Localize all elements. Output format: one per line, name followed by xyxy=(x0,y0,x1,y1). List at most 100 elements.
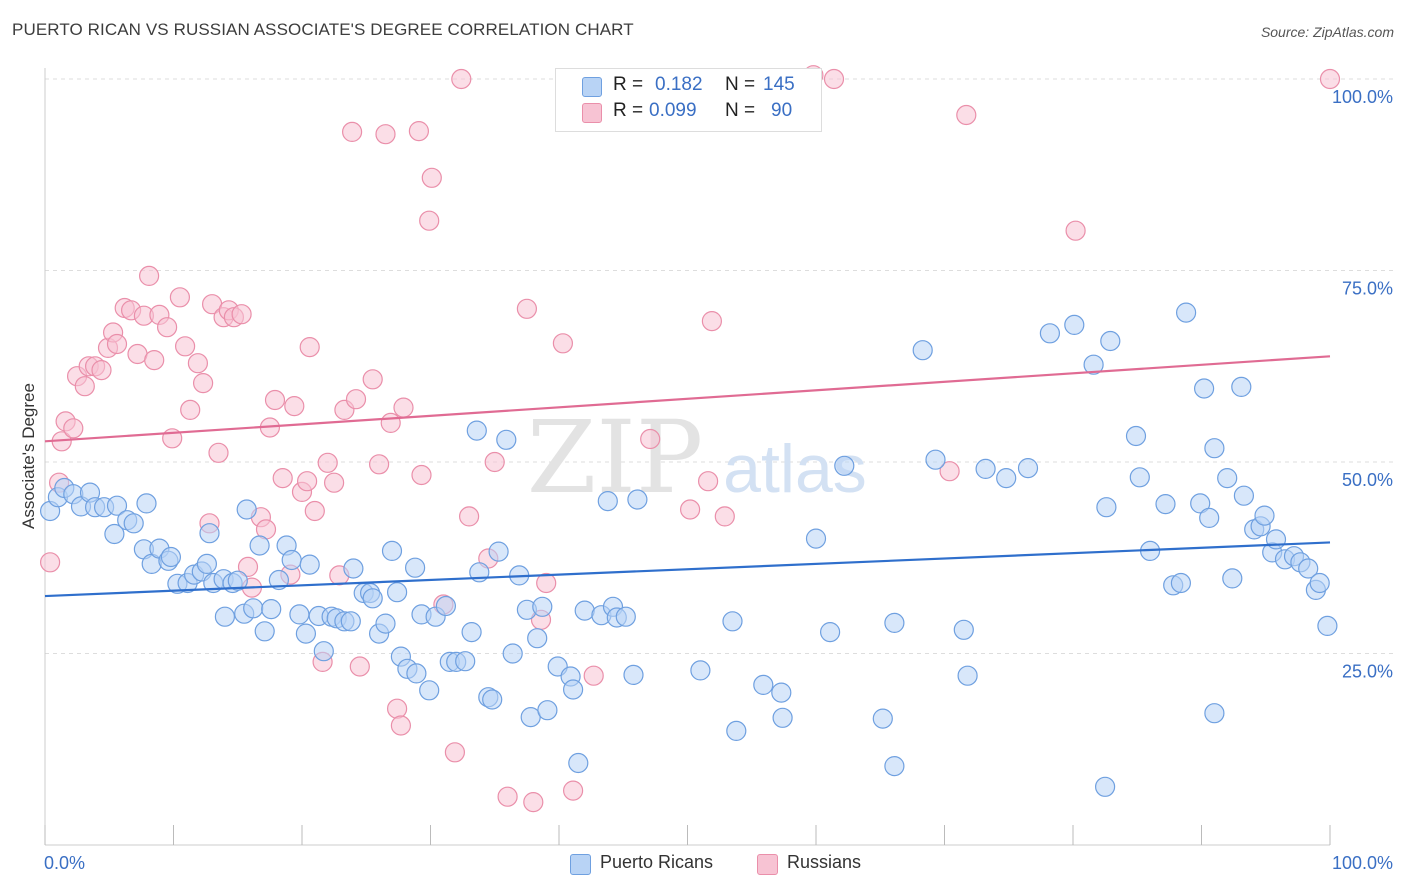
puerto-ricans-point xyxy=(236,499,257,520)
russians-point xyxy=(387,698,408,719)
puerto-ricans-point xyxy=(884,612,905,634)
russians-point xyxy=(187,353,208,374)
puerto-ricans-point xyxy=(1064,314,1085,335)
watermark: ZIP atlas xyxy=(527,399,867,516)
russians-point xyxy=(956,104,977,126)
puerto-ricans-point xyxy=(435,595,456,617)
puerto-ricans-point xyxy=(1222,568,1243,589)
russians-point xyxy=(349,656,370,677)
puerto-ricans-point xyxy=(160,546,181,568)
trend-lines xyxy=(44,355,1331,598)
puerto-ricans-point xyxy=(340,611,361,632)
y-tick-label: 100.0% xyxy=(1332,87,1393,107)
puerto-ricans-point xyxy=(104,523,125,545)
puerto-ricans-point xyxy=(1100,330,1121,352)
russians-point xyxy=(421,167,442,188)
puerto-ricans-point xyxy=(1155,494,1176,515)
chart-source: Source: ZipAtlas.com xyxy=(1260,24,1394,40)
russians-point xyxy=(714,506,735,527)
puerto-ricans-point xyxy=(1317,615,1338,637)
russians-point xyxy=(583,665,604,686)
russians-point xyxy=(536,572,557,594)
puerto-ricans-point xyxy=(406,663,427,684)
russians-point xyxy=(1065,220,1086,241)
russians-point xyxy=(169,287,190,308)
puerto-ricans-point xyxy=(623,664,644,686)
russians-point xyxy=(362,369,383,390)
puerto-ricans-point xyxy=(834,455,855,476)
puerto-ricans-point xyxy=(387,582,408,603)
russians-point xyxy=(63,418,84,439)
puerto-ricans-point xyxy=(343,558,364,579)
legend-swatch-blue xyxy=(582,77,602,97)
puerto-ricans-point xyxy=(537,700,558,721)
puerto-ricans-point xyxy=(405,557,426,578)
russians-point xyxy=(939,461,960,482)
puerto-ricans-point xyxy=(1204,703,1225,724)
russians-point xyxy=(701,311,723,332)
russians-point xyxy=(393,397,414,418)
x-tick-label-max: 100.0% xyxy=(1332,853,1393,873)
puerto-ricans-point xyxy=(123,513,144,534)
y-tick-labels: 25.0% 50.0% 75.0% 100.0% xyxy=(1332,87,1393,682)
puerto-ricans-point xyxy=(1096,497,1117,518)
puerto-ricans-point xyxy=(1170,572,1192,594)
russians-point xyxy=(208,442,229,463)
puerto-ricans-point xyxy=(912,340,933,361)
puerto-ricans-point xyxy=(466,420,487,441)
russians-point xyxy=(484,451,505,473)
legend-n-value: 145 xyxy=(763,74,795,95)
russians-point xyxy=(451,68,472,90)
puerto-ricans-point xyxy=(381,540,403,562)
russians-point xyxy=(299,337,320,358)
russians-point xyxy=(297,471,318,492)
russians-point xyxy=(342,121,363,142)
legend-r-label: R = xyxy=(613,100,644,121)
russians-point xyxy=(823,68,845,90)
legend-n-value: 90 xyxy=(771,100,793,121)
puerto-ricans-point xyxy=(615,606,636,627)
puerto-ricans-point xyxy=(753,674,774,696)
puerto-ricans-point xyxy=(597,491,618,512)
puerto-ricans-point xyxy=(771,682,792,703)
puerto-ricans-point xyxy=(953,619,974,640)
puerto-ricans-point xyxy=(1125,425,1147,447)
puerto-ricans-point xyxy=(1039,323,1061,344)
legend-n-label: N = xyxy=(725,74,756,95)
puerto-ricans-point xyxy=(805,528,827,549)
puerto-ricans-point xyxy=(281,549,302,571)
bottom-legend-label: Puerto Ricans xyxy=(600,852,714,872)
russians-point xyxy=(679,499,701,520)
puerto-ricans-point xyxy=(243,598,264,619)
bottom-legend-swatch-blue xyxy=(570,854,591,875)
puerto-ricans-point xyxy=(527,628,548,649)
puerto-ricans-point xyxy=(1199,507,1220,529)
puerto-ricans-point xyxy=(1175,302,1197,323)
russians-point xyxy=(139,265,160,286)
puerto-ricans-point xyxy=(1017,458,1039,479)
puerto-ricans-point xyxy=(496,429,517,450)
puerto-ricans-point xyxy=(488,541,509,562)
russians-point xyxy=(272,468,293,489)
puerto-ricans-point xyxy=(562,679,584,700)
russians-point xyxy=(304,500,325,522)
puerto-ricans-point xyxy=(1233,485,1255,506)
puerto-ricans-point xyxy=(261,598,282,620)
puerto-ricans-point xyxy=(884,755,905,777)
puerto-ricans-point xyxy=(1129,467,1150,488)
russians-point xyxy=(193,373,214,394)
puerto-ricans-point xyxy=(214,606,235,627)
y-tick-label: 50.0% xyxy=(1342,470,1393,490)
russians-point xyxy=(640,428,661,450)
russians-point xyxy=(74,376,95,397)
russians-point xyxy=(175,336,196,357)
puerto-ricans-point xyxy=(975,458,996,479)
puerto-ricans-point xyxy=(1231,376,1252,397)
russians-point xyxy=(523,791,544,813)
puerto-ricans-point xyxy=(268,569,289,591)
puerto-ricans-point xyxy=(819,621,841,643)
y-tick-label: 75.0% xyxy=(1342,279,1393,299)
puerto-ricans-point xyxy=(199,523,220,544)
russians-point xyxy=(1319,68,1341,90)
bottom-legend-swatch-pink xyxy=(757,854,778,875)
